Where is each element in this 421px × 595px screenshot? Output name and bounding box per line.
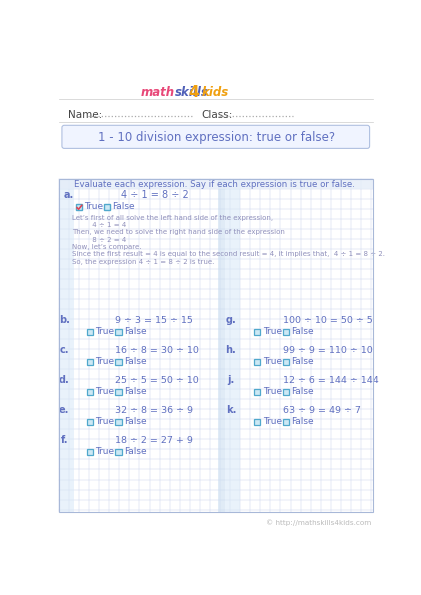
Text: j.: j. <box>227 375 234 385</box>
Bar <box>254 419 260 425</box>
Bar <box>87 389 93 395</box>
Text: Name:: Name: <box>68 109 102 120</box>
Text: math: math <box>141 86 175 99</box>
Text: False: False <box>124 357 147 366</box>
Text: e.: e. <box>59 405 69 415</box>
Text: © http://mathskills4kids.com: © http://mathskills4kids.com <box>266 519 371 526</box>
Bar <box>218 179 225 512</box>
Text: c.: c. <box>59 345 69 355</box>
Text: False: False <box>112 202 135 211</box>
Text: d.: d. <box>59 375 69 385</box>
Text: Class:: Class: <box>201 109 233 120</box>
Text: True: True <box>263 387 282 396</box>
Text: kids: kids <box>201 86 229 99</box>
Bar <box>87 328 93 335</box>
Text: 16 ÷ 8 = 30 ÷ 10: 16 ÷ 8 = 30 ÷ 10 <box>115 346 199 355</box>
Bar <box>59 179 373 189</box>
Text: True: True <box>95 387 115 396</box>
Bar <box>254 359 260 365</box>
Bar <box>87 419 93 425</box>
Bar <box>59 179 373 512</box>
Text: 4 ÷ 1 = 8 ÷ 2: 4 ÷ 1 = 8 ÷ 2 <box>121 190 189 199</box>
Bar <box>115 419 122 425</box>
Text: False: False <box>291 327 314 336</box>
Text: True: True <box>263 417 282 426</box>
Text: 4: 4 <box>188 86 199 101</box>
Bar <box>104 204 110 210</box>
Text: h.: h. <box>226 345 236 355</box>
Text: b.: b. <box>59 315 70 325</box>
Text: False: False <box>124 387 147 396</box>
Bar <box>59 179 75 512</box>
Text: True: True <box>95 327 115 336</box>
Bar <box>283 328 289 335</box>
Bar <box>87 359 93 365</box>
Text: True: True <box>263 357 282 366</box>
Bar <box>115 389 122 395</box>
Text: a.: a. <box>64 190 74 199</box>
Text: Since the first result = 4 is equal to the second result = 4, it implies that,  : Since the first result = 4 is equal to t… <box>72 251 385 257</box>
Text: False: False <box>291 357 314 366</box>
Text: Now, let’s compare.: Now, let’s compare. <box>72 244 141 250</box>
Text: So, the expression 4 ÷ 1 = 8 ÷ 2 is true.: So, the expression 4 ÷ 1 = 8 ÷ 2 is true… <box>72 259 214 265</box>
Text: 32 ÷ 8 = 36 ÷ 9: 32 ÷ 8 = 36 ÷ 9 <box>115 406 193 415</box>
Bar <box>115 328 122 335</box>
Text: False: False <box>124 417 147 426</box>
Text: Let’s first of all solve the left hand side of the expression,: Let’s first of all solve the left hand s… <box>72 215 273 221</box>
Bar <box>283 419 289 425</box>
Text: 12 ÷ 6 = 144 ÷ 144: 12 ÷ 6 = 144 ÷ 144 <box>283 375 378 385</box>
Bar <box>115 449 122 455</box>
Text: Then, we need to solve the right hand side of the expression: Then, we need to solve the right hand si… <box>72 229 285 236</box>
Bar <box>254 328 260 335</box>
Text: k.: k. <box>226 405 236 415</box>
Text: True: True <box>84 202 104 211</box>
Text: False: False <box>124 447 147 456</box>
Text: False: False <box>124 327 147 336</box>
Bar <box>283 389 289 395</box>
Text: 18 ÷ 2 = 27 + 9: 18 ÷ 2 = 27 + 9 <box>115 436 193 444</box>
Text: False: False <box>291 387 314 396</box>
Text: 99 ÷ 9 = 110 ÷ 10: 99 ÷ 9 = 110 ÷ 10 <box>283 346 373 355</box>
Text: 1 - 10 division expression: true or false?: 1 - 10 division expression: true or fals… <box>98 131 335 144</box>
Bar <box>76 204 82 210</box>
Text: True: True <box>95 447 115 456</box>
Text: True: True <box>95 417 115 426</box>
Text: 63 ÷ 9 = 49 ÷ 7: 63 ÷ 9 = 49 ÷ 7 <box>283 406 361 415</box>
Text: 4 ÷ 1 = 4: 4 ÷ 1 = 4 <box>72 222 126 228</box>
Bar <box>115 359 122 365</box>
Bar <box>254 389 260 395</box>
Bar <box>225 179 240 512</box>
Text: 25 ÷ 5 = 50 ÷ 10: 25 ÷ 5 = 50 ÷ 10 <box>115 375 199 385</box>
Text: True: True <box>263 327 282 336</box>
Text: 9 ÷ 3 = 15 ÷ 15: 9 ÷ 3 = 15 ÷ 15 <box>115 315 193 325</box>
Text: skills: skills <box>175 86 209 99</box>
Text: True: True <box>95 357 115 366</box>
Bar <box>87 449 93 455</box>
Text: Evaluate each expression. Say if each expression is true or false.: Evaluate each expression. Say if each ex… <box>74 180 354 189</box>
Text: f.: f. <box>61 435 68 445</box>
Text: 100 ÷ 10 = 50 ÷ 5: 100 ÷ 10 = 50 ÷ 5 <box>283 315 373 325</box>
Text: False: False <box>291 417 314 426</box>
Text: g.: g. <box>226 315 236 325</box>
Bar <box>283 359 289 365</box>
FancyBboxPatch shape <box>62 126 370 148</box>
Text: 8 ÷ 2 = 4: 8 ÷ 2 = 4 <box>72 237 126 243</box>
